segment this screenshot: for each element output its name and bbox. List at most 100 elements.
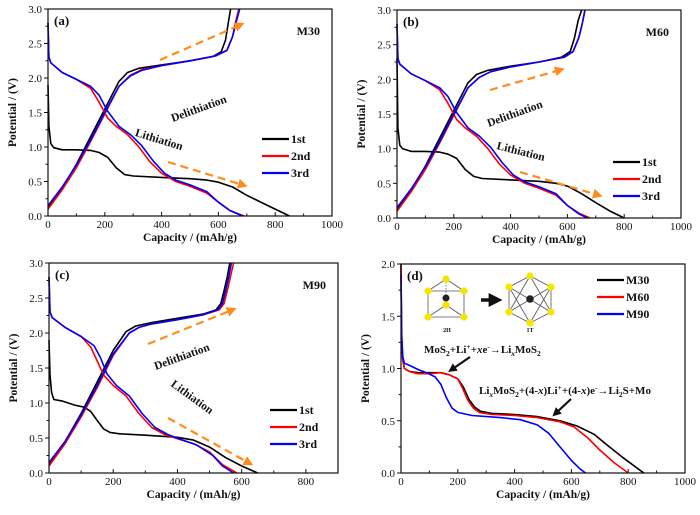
equation-part: x xyxy=(537,385,544,397)
delithiation-label: Delithiation xyxy=(170,93,229,124)
y-tick-label: 1.0 xyxy=(377,144,391,156)
x-tick-label: 0 xyxy=(46,476,52,488)
bond xyxy=(508,311,531,324)
series-2nd-charge-line xyxy=(396,9,586,212)
legend: 1st 2nd 3rd xyxy=(613,155,662,203)
equation-part: x xyxy=(476,344,483,356)
bond xyxy=(529,286,552,324)
equation-part: x xyxy=(510,349,515,358)
lithiation-arrow xyxy=(167,160,248,189)
sample-label: M60 xyxy=(646,25,669,39)
equation-conversion: LixMoS2+(4-x)Li++(4-x)e-→Li2S+Mo xyxy=(479,383,651,399)
bond xyxy=(529,275,552,288)
lithiation-arrow xyxy=(519,170,603,199)
x-tick-label: 1000 xyxy=(670,221,693,233)
y-tick-label: 3.0 xyxy=(29,258,43,270)
y-tick-label: 0.0 xyxy=(381,468,395,480)
equation-part: - xyxy=(595,383,598,392)
equation-part: →Li xyxy=(490,344,511,356)
delithiation-arrow xyxy=(489,66,565,92)
series-2nd-discharge-line xyxy=(48,276,238,474)
y-tick-label: 2.0 xyxy=(28,73,42,85)
delithiation-arrow xyxy=(147,307,237,346)
series-3rd-discharge-line xyxy=(47,22,243,217)
series-3rd-discharge-line xyxy=(396,23,588,219)
legend-label-1st: 1st xyxy=(642,155,657,169)
x-tick-label: 1000 xyxy=(674,476,697,488)
legend-label-2nd: 2nd xyxy=(299,420,319,434)
legend-label-1st: 1st xyxy=(299,403,314,417)
y-tick-label: 2.0 xyxy=(29,328,43,340)
equation-part: +(4- xyxy=(519,385,538,397)
legend-label-2nd: 2nd xyxy=(291,149,311,163)
x-tick-label: 200 xyxy=(450,476,467,488)
x-tick-label: 1000 xyxy=(321,219,344,231)
mo-atom xyxy=(526,295,534,303)
x-tick-label: 800 xyxy=(298,476,315,488)
bond xyxy=(508,275,531,288)
x-axis-label: Capacity / (mAh/g) xyxy=(147,489,241,501)
y-tick-label: 0.0 xyxy=(28,211,42,223)
series-2nd-discharge-line xyxy=(47,22,245,217)
equation-part: →Li xyxy=(598,385,619,397)
y-axis-label: Potential / (V) xyxy=(7,78,19,147)
lithiation-label: Lithiation xyxy=(495,140,546,164)
y-tick-label: 2.5 xyxy=(28,39,42,51)
y-tick-label: 0.0 xyxy=(377,213,391,225)
legend: 1st 2nd 3rd xyxy=(262,132,311,180)
series-1st-discharge-line xyxy=(47,84,290,217)
equation-part: S+Mo xyxy=(623,385,652,397)
x-tick-label: 600 xyxy=(233,476,250,488)
equation-part: - xyxy=(487,342,490,351)
equation-part: e xyxy=(482,344,487,356)
x-axis-label: Capacity / (mAh/g) xyxy=(492,234,586,246)
equation-intercalation: MoS2+Li++xe-→LixMoS2 xyxy=(424,342,541,358)
equation-part: + xyxy=(558,383,562,392)
equation-part: x xyxy=(488,390,493,399)
mo-atom xyxy=(442,294,450,302)
s-atom xyxy=(460,313,468,321)
x-tick-label: 800 xyxy=(620,476,637,488)
delithiation-arrow xyxy=(159,22,245,62)
equation-part: +Li xyxy=(450,344,467,356)
series-1st-charge-line xyxy=(48,262,231,466)
equation-part: 2 xyxy=(619,390,623,399)
legend-label-3rd: 3rd xyxy=(291,166,309,180)
bond xyxy=(445,304,465,318)
bond xyxy=(445,278,465,292)
x-tick-label: 400 xyxy=(506,476,523,488)
panel-c: 0 200 400 600 800 0.0 0.5 1.0 1.5 2.0 2.5 3.0 Capaci… xyxy=(8,258,339,501)
x-tick-label: 400 xyxy=(502,221,519,233)
x-tick-label: 600 xyxy=(210,219,227,231)
y-tick-label: 1.5 xyxy=(29,363,43,375)
bond xyxy=(427,278,447,292)
equation-part: Li xyxy=(479,385,489,397)
y-tick-label: 0.5 xyxy=(29,433,43,445)
equation-part: + xyxy=(466,342,470,351)
panel-label: (c) xyxy=(55,267,69,282)
series-1st-charge-line xyxy=(396,9,583,211)
s-atom xyxy=(526,272,534,280)
equation-part: MoS xyxy=(493,385,515,397)
panel-b: 0 200 400 600 800 1000 0.0 0.5 1.0 1.5 2.0 2.5 3.0 Ca… xyxy=(356,5,693,246)
sample-label: M30 xyxy=(297,24,320,38)
legend-label-M30: M30 xyxy=(626,273,649,287)
equation-part: + xyxy=(471,344,477,356)
x-tick-label: 200 xyxy=(97,219,114,231)
y-tick-label: 2.5 xyxy=(29,293,43,305)
equation-part: MoS xyxy=(515,344,537,356)
y-tick-label: 1.5 xyxy=(28,108,42,120)
panel-label: (b) xyxy=(403,14,419,29)
bond xyxy=(529,311,552,324)
y-tick-label: 3.0 xyxy=(28,4,42,16)
x-tick-label: 200 xyxy=(105,476,122,488)
s-atom xyxy=(547,308,555,316)
equation-part: )e xyxy=(586,385,595,397)
bond xyxy=(508,286,531,324)
series-1st-discharge-line xyxy=(48,339,259,474)
y-tick-label: 3.0 xyxy=(377,5,391,17)
panel-a: 0 200 400 600 800 1000 0.0 0.5 1.0 1.5 2.0 2.5 3.0 Ca… xyxy=(7,4,344,244)
sample-label: M90 xyxy=(303,278,326,292)
legend-label-M90: M90 xyxy=(626,307,649,321)
s-atom xyxy=(526,319,534,327)
